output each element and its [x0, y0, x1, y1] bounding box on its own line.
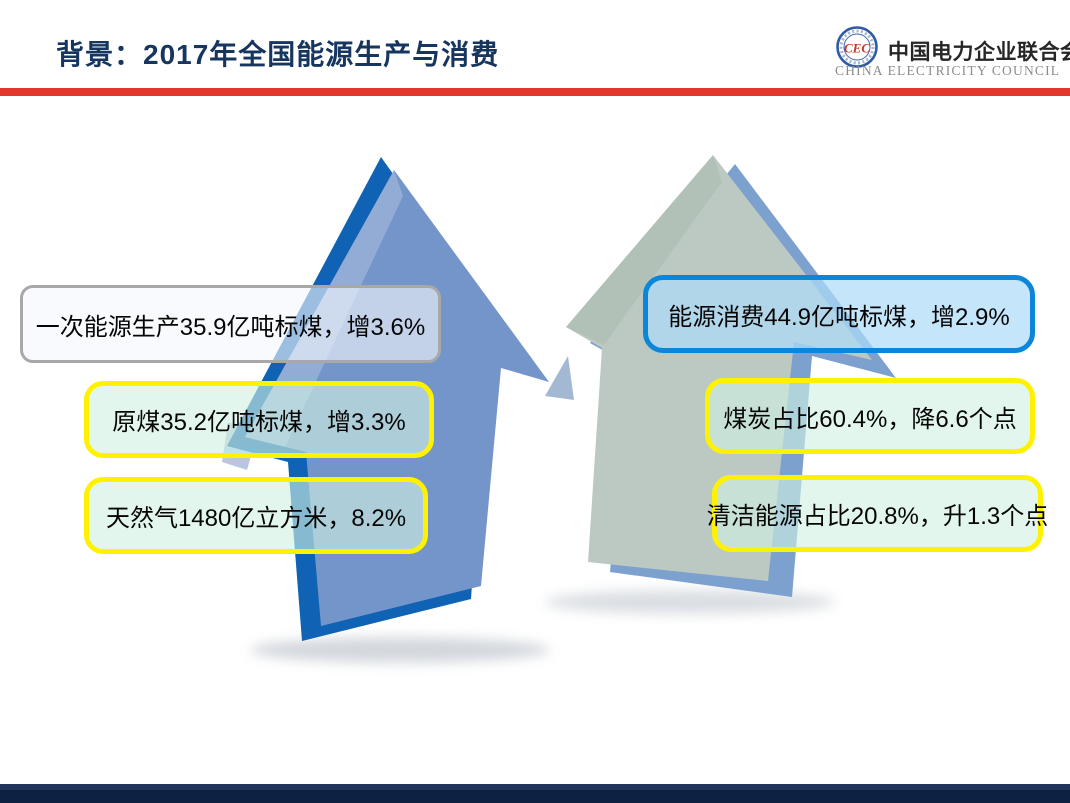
left-arrow-shadow [250, 637, 550, 663]
callout-primary-energy-production: 一次能源生产35.9亿吨标煤，增3.6% [20, 285, 441, 363]
right-arrow-shadow [545, 590, 835, 614]
callout-raw-coal: 原煤35.2亿吨标煤，增3.3% [84, 381, 434, 458]
footer-bar [0, 784, 1070, 803]
callout-energy-consumption: 能源消费44.9亿吨标煤，增2.9% [643, 275, 1035, 353]
right-arrow-shade [566, 155, 722, 345]
right-arrow-face [566, 155, 872, 581]
header-divider-rule [0, 88, 1070, 96]
callout-coal-share-label: 煤炭占比60.4%，降6.6个点 [723, 405, 1017, 433]
callout-coal-share: 煤炭占比60.4%，降6.6个点 [705, 378, 1035, 454]
cec-logo-icon: CEC [836, 26, 878, 68]
right-arrow-echo-wedge [545, 356, 574, 400]
callout-natural-gas: 天然气1480亿立方米，8.2% [84, 477, 428, 554]
org-name-chinese: 中国电力企业联合会 [888, 41, 1070, 64]
org-name-english: CHINA ELECTRICITY COUNCIL [835, 63, 1061, 78]
callout-primary-energy-production-label: 一次能源生产35.9亿吨标煤，增3.6% [35, 313, 426, 341]
callout-energy-consumption-label: 能源消费44.9亿吨标煤，增2.9% [668, 303, 1010, 331]
logo-monogram: CEC [844, 41, 870, 56]
page-title: 背景：2017年全国能源生产与消费 [56, 39, 500, 70]
callout-clean-energy-share: 清洁能源占比20.8%，升1.3个点 [707, 475, 1048, 552]
callout-raw-coal-label: 原煤35.2亿吨标煤，增3.3% [112, 409, 406, 436]
callout-clean-energy-share-label: 清洁能源占比20.8%，升1.3个点 [706, 503, 1049, 530]
callout-natural-gas-label: 天然气1480亿立方米，8.2% [105, 505, 407, 532]
